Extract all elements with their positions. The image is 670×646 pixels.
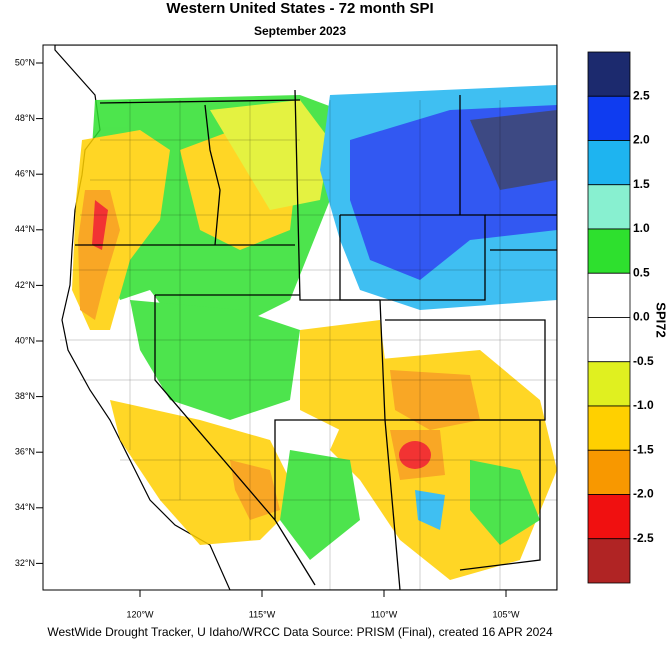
map-frame [42, 44, 558, 591]
colorbar-label: -0.5 [633, 354, 654, 368]
lat-label: 32°N [15, 558, 35, 568]
colorbar-swatch [587, 405, 631, 451]
colorbar-label: -2.0 [633, 487, 654, 501]
lon-label: 120°W [126, 609, 154, 619]
colorbar-label: -2.5 [633, 531, 654, 545]
lat-label: 48°N [15, 113, 35, 123]
colorbar-swatch [587, 538, 631, 584]
colorbar-swatch [587, 317, 631, 363]
colorbar-label: 2.5 [633, 88, 650, 102]
county-borders [60, 100, 557, 590]
lat-label: 40°N [15, 335, 35, 345]
lat-label: 42°N [15, 280, 35, 290]
colorbar-label: 0.0 [633, 310, 650, 324]
lat-label: 50°N [15, 57, 35, 67]
lat-label: 44°N [15, 224, 35, 234]
subtitle: September 2023 [254, 24, 346, 38]
lat-label: 38°N [15, 391, 35, 401]
colorbar-swatch [587, 51, 631, 97]
colorbar-swatch [587, 494, 631, 540]
colorbar-swatch [587, 361, 631, 407]
colorbar-label: 1.5 [633, 177, 650, 191]
lat-axis: 50°N 48°N 46°N 44°N 42°N 40°N 38°N 36°N 34°N 32°N [15, 57, 43, 568]
colorbar-swatch [587, 184, 631, 230]
colorbar-swatch [587, 95, 631, 141]
lon-label: 115°W [249, 609, 276, 619]
colorbar-label: -1.5 [633, 442, 654, 456]
title: Western United States - 72 month SPI [166, 0, 433, 17]
lat-label: 46°N [15, 169, 35, 179]
lat-label: 36°N [15, 447, 35, 457]
footer-credit: WestWide Drought Tracker, U Idaho/WRCC D… [47, 625, 553, 639]
lon-axis: 120°W 115°W 110°W 105°W [126, 590, 520, 619]
colorbar-label: -1.0 [633, 398, 654, 412]
map: 50°N 48°N 46°N 44°N 42°N 40°N 38°N 36°N 34°N 32°N… [15, 44, 558, 619]
colorbar: 2.5 2.0 1.5 1.0 0.5 0.0 -0.5 -1.0 -1.5 -2.0 -2.5 [587, 51, 654, 584]
colorbar-label: 0.5 [633, 265, 650, 279]
spi-fill [72, 85, 557, 580]
colorbar-label: 1.0 [633, 221, 650, 235]
colorbar-swatch [587, 449, 631, 495]
lon-label: 105°W [492, 609, 520, 619]
colorbar-swatch [587, 140, 631, 186]
lat-label: 34°N [15, 502, 35, 512]
lon-label: 110°W [371, 609, 398, 619]
colorbar-swatch [587, 272, 631, 318]
colorbar-title: SPI72 [654, 302, 669, 337]
colorbar-label: 2.0 [633, 133, 650, 147]
colorbar-swatch [587, 228, 631, 274]
